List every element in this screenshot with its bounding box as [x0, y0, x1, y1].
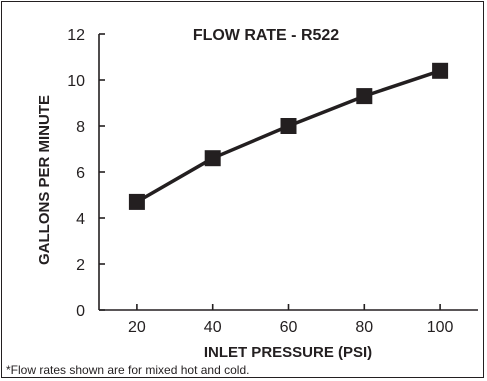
y-axis-title: GALLONS PER MINUTE: [36, 95, 53, 265]
data-point-marker: [280, 118, 297, 134]
y-tick-label: 12: [67, 27, 85, 44]
y-tick-label: 8: [76, 119, 85, 136]
footnote: *Flow rates shown are for mixed hot and …: [6, 363, 249, 377]
data-point-marker: [356, 88, 373, 105]
x-tick-label: 100: [427, 319, 454, 336]
y-tick-label: 10: [67, 73, 85, 90]
data-point-marker: [204, 150, 221, 167]
y-tick-label: 2: [76, 257, 85, 274]
data-point-marker: [128, 193, 145, 210]
x-tick-label: 80: [355, 319, 373, 336]
x-tick-label: 20: [128, 319, 146, 336]
y-tick-label: 4: [76, 211, 85, 228]
y-tick-label: 0: [76, 303, 85, 320]
x-tick-label: 40: [204, 319, 222, 336]
x-tick-label: 60: [280, 319, 298, 336]
data-point-marker: [432, 62, 449, 79]
chart-title: FLOW RATE - R522: [193, 27, 339, 44]
x-axis-title: INLET PRESSURE (PSI): [204, 344, 372, 361]
series-line: [136, 69, 441, 204]
y-tick-label: 6: [76, 165, 85, 182]
